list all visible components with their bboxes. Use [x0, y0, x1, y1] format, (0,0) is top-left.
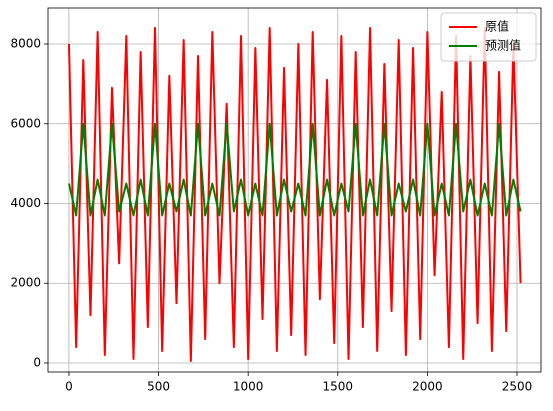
legend-label: 预测值: [485, 38, 521, 53]
x-tick-label: 500: [147, 380, 170, 394]
y-tick-label: 8000: [10, 37, 41, 51]
y-tick-label: 2000: [10, 276, 41, 290]
axes-frame: [47, 7, 542, 373]
legend-box: [440, 12, 537, 62]
y-tick-label: 6000: [10, 116, 41, 130]
x-tick-label: 2000: [412, 380, 443, 394]
x-tick-label: 0: [65, 380, 73, 394]
x-tick-label: 2500: [502, 380, 533, 394]
series-line: [67, 122, 522, 217]
x-tick-label: 1500: [323, 380, 354, 394]
series-line: [67, 27, 522, 362]
y-tick-label: 0: [33, 355, 41, 369]
x-tick-label: 1000: [233, 380, 264, 394]
y-tick-label: 4000: [10, 196, 41, 210]
legend-label: 原值: [485, 19, 509, 34]
